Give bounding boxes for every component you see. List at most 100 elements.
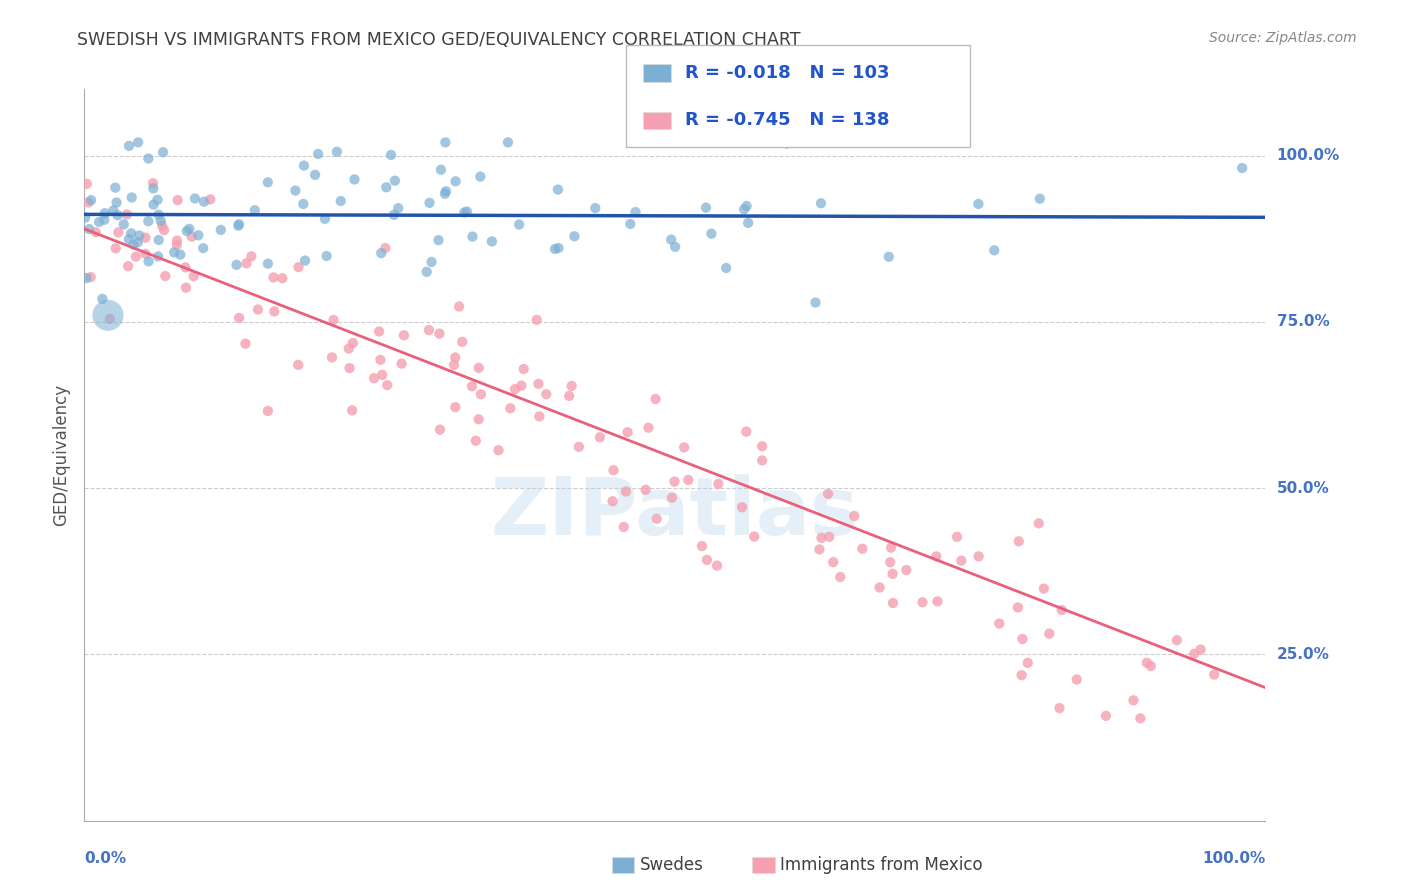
- Point: [742, 529, 765, 543]
- Point: [451, 334, 474, 349]
- Point: [287, 358, 309, 372]
- Point: [183, 269, 205, 284]
- Point: [526, 313, 548, 327]
- Point: [434, 136, 457, 150]
- Point: [153, 223, 176, 237]
- Point: [950, 554, 973, 568]
- Point: [810, 531, 832, 545]
- Point: [510, 378, 533, 392]
- Point: [433, 186, 456, 201]
- Point: [488, 443, 510, 458]
- Point: [690, 539, 713, 553]
- Point: [122, 237, 145, 252]
- Point: [163, 245, 186, 260]
- Point: [257, 257, 280, 271]
- Point: [97, 308, 120, 322]
- Point: [382, 208, 405, 222]
- Point: [429, 326, 451, 341]
- Point: [240, 249, 263, 263]
- Point: [342, 336, 364, 351]
- Point: [118, 232, 141, 246]
- Point: [823, 555, 845, 569]
- Point: [527, 376, 550, 391]
- Point: [135, 247, 157, 261]
- Point: [375, 180, 398, 194]
- Point: [830, 570, 852, 584]
- Point: [1166, 633, 1188, 648]
- Point: [363, 371, 385, 385]
- Point: [343, 172, 366, 186]
- Point: [496, 136, 519, 150]
- Point: [148, 233, 170, 247]
- Text: ZIPatlas: ZIPatlas: [491, 475, 859, 552]
- Point: [176, 224, 198, 238]
- Point: [1049, 701, 1071, 715]
- Point: [634, 483, 657, 497]
- Point: [80, 193, 103, 207]
- Point: [387, 201, 409, 215]
- Point: [558, 389, 581, 403]
- Point: [105, 195, 128, 210]
- Point: [142, 181, 165, 195]
- Point: [536, 387, 558, 401]
- Point: [209, 223, 232, 237]
- Point: [228, 310, 250, 325]
- Text: 100.0%: 100.0%: [1277, 148, 1340, 163]
- Point: [896, 563, 918, 577]
- Text: 50.0%: 50.0%: [1277, 481, 1329, 496]
- Point: [707, 476, 730, 491]
- Point: [880, 541, 903, 555]
- Point: [661, 491, 683, 505]
- Point: [731, 500, 754, 515]
- Point: [104, 241, 127, 255]
- Point: [499, 401, 522, 416]
- Text: Source: ZipAtlas.com: Source: ZipAtlas.com: [1209, 31, 1357, 45]
- Point: [107, 226, 129, 240]
- Point: [1029, 192, 1052, 206]
- Point: [1066, 673, 1088, 687]
- Point: [529, 409, 551, 424]
- Point: [138, 254, 160, 268]
- Point: [659, 233, 682, 247]
- Point: [644, 392, 666, 406]
- Point: [434, 184, 457, 198]
- Point: [456, 204, 478, 219]
- Point: [1189, 642, 1212, 657]
- Point: [314, 211, 336, 226]
- Point: [619, 217, 641, 231]
- Point: [322, 313, 344, 327]
- Point: [869, 581, 891, 595]
- Point: [443, 358, 465, 372]
- Point: [368, 325, 391, 339]
- Point: [776, 136, 799, 151]
- Point: [695, 201, 717, 215]
- Point: [127, 235, 149, 250]
- Point: [1011, 632, 1033, 646]
- Point: [614, 484, 637, 499]
- Point: [735, 199, 758, 213]
- Point: [1095, 708, 1118, 723]
- Point: [127, 136, 149, 150]
- Point: [315, 249, 337, 263]
- Point: [810, 196, 832, 211]
- Text: R = -0.745   N = 138: R = -0.745 N = 138: [685, 112, 889, 129]
- Point: [1007, 600, 1029, 615]
- Point: [391, 357, 413, 371]
- Point: [150, 219, 173, 233]
- Point: [138, 152, 160, 166]
- Point: [1011, 668, 1033, 682]
- Point: [882, 596, 904, 610]
- Point: [149, 214, 172, 228]
- Point: [1032, 582, 1054, 596]
- Point: [142, 176, 165, 190]
- Point: [104, 180, 127, 194]
- Point: [121, 190, 143, 204]
- Point: [98, 312, 121, 326]
- Point: [696, 553, 718, 567]
- Point: [93, 212, 115, 227]
- Point: [470, 387, 492, 401]
- Point: [142, 197, 165, 211]
- Point: [75, 271, 97, 285]
- Point: [503, 382, 526, 396]
- Point: [925, 549, 948, 564]
